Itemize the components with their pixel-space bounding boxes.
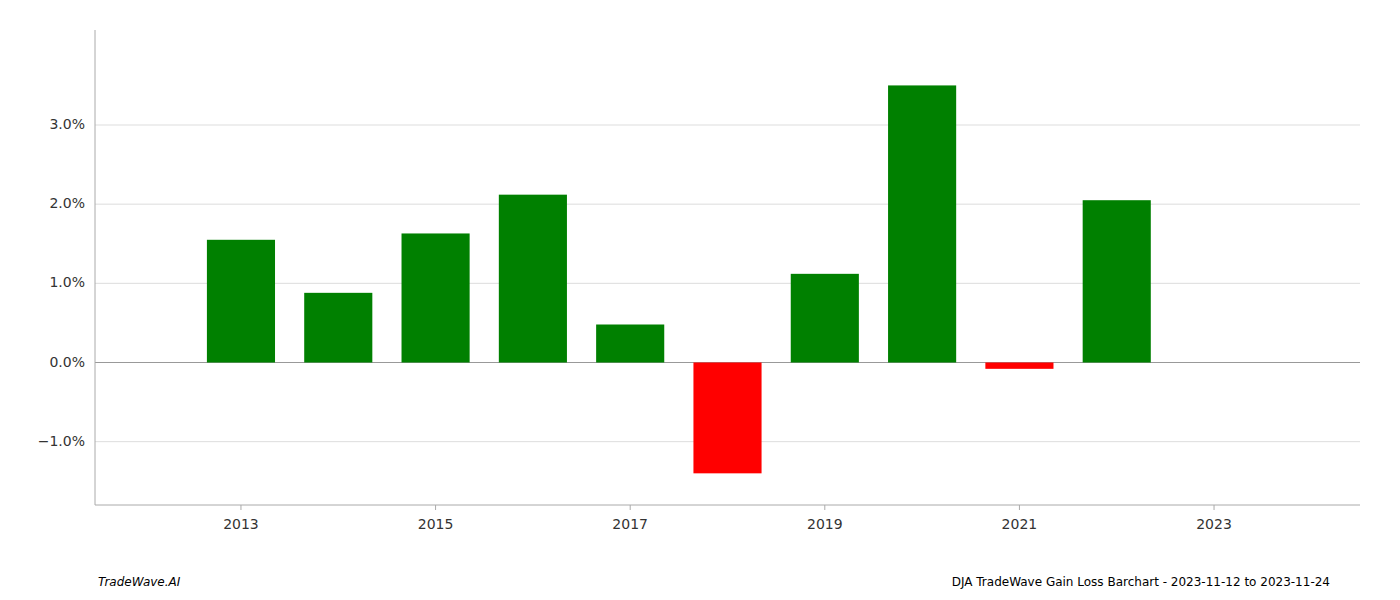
x-tick-label: 2013	[223, 516, 259, 532]
y-tick-label: 0.0%	[49, 354, 85, 370]
chart-container: −1.0% 0.0% 1.0% 2.0% 3.0% 2013 2015 2017 2019 202…	[0, 0, 1400, 600]
y-tick-label: 1.0%	[49, 274, 85, 290]
x-tick	[1019, 505, 1020, 510]
bar	[888, 85, 956, 362]
bars	[207, 85, 1151, 473]
x-axis-line	[95, 505, 1360, 506]
footer-right: DJA TradeWave Gain Loss Barchart - 2023-…	[952, 575, 1330, 589]
x-tick-label: 2023	[1196, 516, 1232, 532]
bar	[304, 293, 372, 363]
y-tick-label: 2.0%	[49, 195, 85, 211]
x-tick	[435, 505, 436, 510]
y-axis-line	[95, 30, 96, 505]
bar	[499, 195, 567, 363]
bar	[402, 233, 470, 362]
bar	[791, 274, 859, 363]
x-ticks: 2013 2015 2017 2019 2021 2023	[223, 505, 1232, 532]
grid-line	[95, 283, 1360, 284]
grid-line	[95, 125, 1360, 126]
x-tick-label: 2019	[807, 516, 843, 532]
y-tick-label: −1.0%	[38, 433, 85, 449]
bar	[985, 363, 1053, 369]
y-tick-label: 3.0%	[49, 116, 85, 132]
grid-line	[95, 204, 1360, 205]
x-tick	[240, 505, 241, 510]
y-tick-labels: −1.0% 0.0% 1.0% 2.0% 3.0%	[38, 116, 85, 449]
x-tick	[824, 505, 825, 510]
x-tick-label: 2015	[418, 516, 454, 532]
x-tick	[1214, 505, 1215, 510]
background	[0, 0, 1400, 600]
bar	[596, 325, 664, 363]
chart-svg: −1.0% 0.0% 1.0% 2.0% 3.0% 2013 2015 2017 2019 202…	[0, 0, 1400, 600]
bar	[693, 363, 761, 474]
footer-left: TradeWave.AI	[98, 575, 181, 589]
bar	[1083, 200, 1151, 362]
x-tick-label: 2021	[1002, 516, 1038, 532]
bar	[207, 240, 275, 363]
x-tick-label: 2017	[612, 516, 648, 532]
x-tick	[630, 505, 631, 510]
